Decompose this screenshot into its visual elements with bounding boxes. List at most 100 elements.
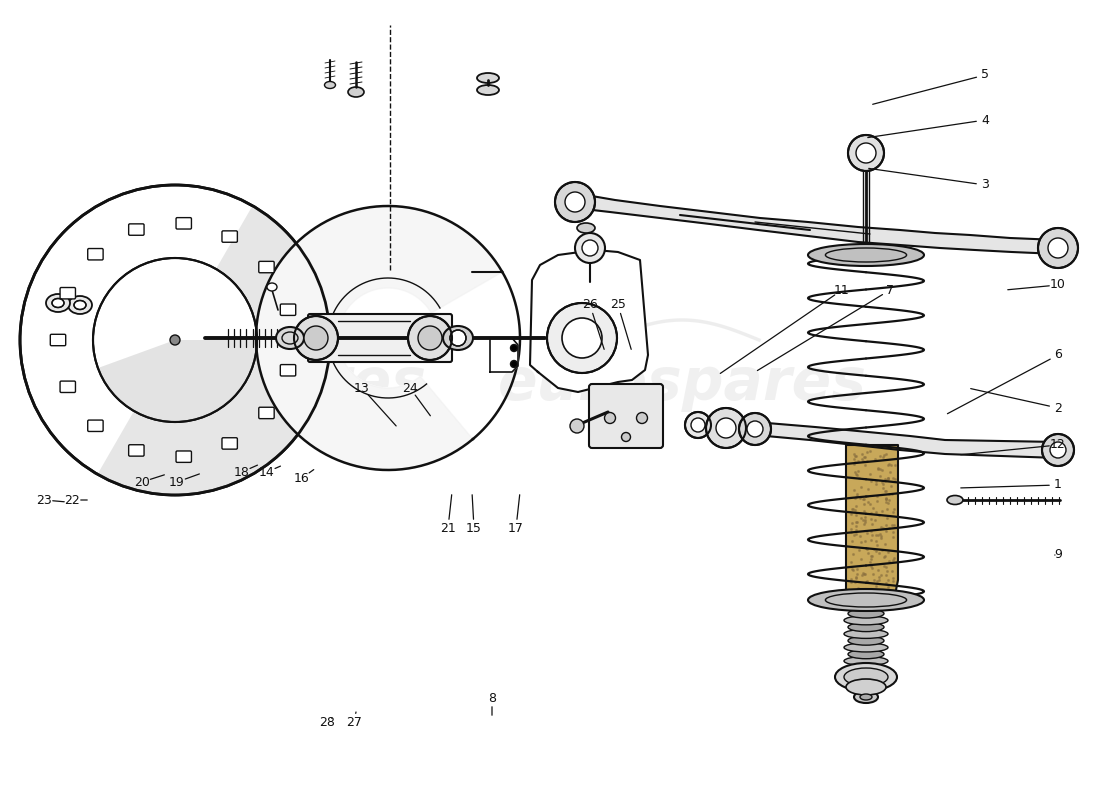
FancyBboxPatch shape bbox=[280, 304, 296, 315]
Ellipse shape bbox=[443, 326, 473, 350]
Ellipse shape bbox=[848, 609, 884, 618]
FancyBboxPatch shape bbox=[60, 287, 76, 299]
Ellipse shape bbox=[46, 294, 70, 312]
Text: 18: 18 bbox=[234, 466, 250, 478]
Circle shape bbox=[691, 418, 705, 432]
Circle shape bbox=[621, 433, 630, 442]
Ellipse shape bbox=[835, 663, 896, 691]
Ellipse shape bbox=[276, 327, 304, 349]
Ellipse shape bbox=[947, 495, 962, 505]
Text: 22: 22 bbox=[64, 494, 80, 506]
Circle shape bbox=[408, 316, 452, 360]
Ellipse shape bbox=[578, 223, 595, 233]
Text: 7: 7 bbox=[886, 283, 894, 297]
Ellipse shape bbox=[844, 602, 888, 611]
Polygon shape bbox=[755, 422, 1058, 458]
Ellipse shape bbox=[844, 668, 888, 686]
Text: 15: 15 bbox=[466, 522, 482, 534]
Circle shape bbox=[1042, 434, 1074, 466]
FancyBboxPatch shape bbox=[258, 407, 274, 418]
Circle shape bbox=[848, 135, 884, 171]
FancyBboxPatch shape bbox=[222, 438, 238, 449]
FancyBboxPatch shape bbox=[60, 381, 76, 393]
Text: 24: 24 bbox=[403, 382, 418, 394]
Text: 10: 10 bbox=[1050, 278, 1066, 291]
Text: 25: 25 bbox=[610, 298, 626, 311]
Circle shape bbox=[856, 143, 876, 163]
Circle shape bbox=[570, 419, 584, 433]
Text: 8: 8 bbox=[488, 691, 496, 705]
Text: eurospares: eurospares bbox=[497, 355, 867, 413]
Text: 26: 26 bbox=[582, 298, 598, 311]
FancyBboxPatch shape bbox=[280, 365, 296, 376]
Ellipse shape bbox=[860, 694, 872, 700]
FancyBboxPatch shape bbox=[176, 218, 191, 229]
Circle shape bbox=[1048, 238, 1068, 258]
Text: eurospares: eurospares bbox=[57, 355, 427, 413]
Ellipse shape bbox=[848, 622, 884, 632]
Circle shape bbox=[304, 326, 328, 350]
Ellipse shape bbox=[477, 85, 499, 95]
FancyBboxPatch shape bbox=[176, 451, 191, 462]
Circle shape bbox=[739, 413, 771, 445]
Circle shape bbox=[294, 316, 338, 360]
Ellipse shape bbox=[846, 679, 886, 695]
Circle shape bbox=[510, 361, 517, 367]
Circle shape bbox=[170, 335, 180, 345]
Circle shape bbox=[450, 330, 466, 346]
Text: 5: 5 bbox=[981, 69, 989, 82]
Circle shape bbox=[582, 240, 598, 256]
FancyBboxPatch shape bbox=[88, 420, 103, 431]
Circle shape bbox=[605, 413, 616, 423]
Circle shape bbox=[716, 418, 736, 438]
FancyBboxPatch shape bbox=[129, 224, 144, 235]
Text: 4: 4 bbox=[981, 114, 989, 126]
Ellipse shape bbox=[477, 73, 499, 83]
Circle shape bbox=[685, 412, 711, 438]
FancyBboxPatch shape bbox=[129, 445, 144, 456]
Circle shape bbox=[20, 185, 330, 495]
Circle shape bbox=[562, 318, 602, 358]
Text: 14: 14 bbox=[260, 466, 275, 478]
FancyBboxPatch shape bbox=[88, 249, 103, 260]
Text: 19: 19 bbox=[169, 475, 185, 489]
Ellipse shape bbox=[844, 657, 888, 666]
Ellipse shape bbox=[848, 636, 884, 645]
Text: 2: 2 bbox=[1054, 402, 1062, 414]
Ellipse shape bbox=[854, 691, 878, 703]
Wedge shape bbox=[98, 206, 330, 495]
FancyBboxPatch shape bbox=[258, 262, 274, 273]
Text: 27: 27 bbox=[346, 715, 362, 729]
Ellipse shape bbox=[52, 298, 64, 307]
Text: 21: 21 bbox=[440, 522, 455, 534]
Ellipse shape bbox=[324, 82, 336, 89]
Circle shape bbox=[637, 413, 648, 423]
Circle shape bbox=[510, 345, 517, 351]
Circle shape bbox=[1038, 228, 1078, 268]
Ellipse shape bbox=[267, 283, 277, 291]
Ellipse shape bbox=[68, 296, 92, 314]
FancyBboxPatch shape bbox=[308, 314, 452, 362]
Ellipse shape bbox=[844, 630, 888, 638]
Polygon shape bbox=[530, 250, 648, 392]
Text: 1: 1 bbox=[1054, 478, 1062, 491]
Ellipse shape bbox=[348, 87, 364, 97]
Ellipse shape bbox=[844, 643, 888, 652]
Circle shape bbox=[556, 182, 595, 222]
FancyBboxPatch shape bbox=[588, 384, 663, 448]
Circle shape bbox=[547, 303, 617, 373]
Circle shape bbox=[575, 233, 605, 263]
Ellipse shape bbox=[808, 589, 924, 611]
Circle shape bbox=[418, 326, 442, 350]
Text: 16: 16 bbox=[294, 471, 310, 485]
Polygon shape bbox=[256, 206, 503, 470]
Text: 23: 23 bbox=[36, 494, 52, 506]
Circle shape bbox=[706, 408, 746, 448]
Polygon shape bbox=[846, 445, 898, 600]
Text: 20: 20 bbox=[134, 475, 150, 489]
Text: 11: 11 bbox=[834, 283, 850, 297]
Polygon shape bbox=[256, 206, 503, 470]
FancyBboxPatch shape bbox=[51, 334, 66, 346]
Wedge shape bbox=[98, 340, 257, 422]
Ellipse shape bbox=[848, 595, 884, 605]
